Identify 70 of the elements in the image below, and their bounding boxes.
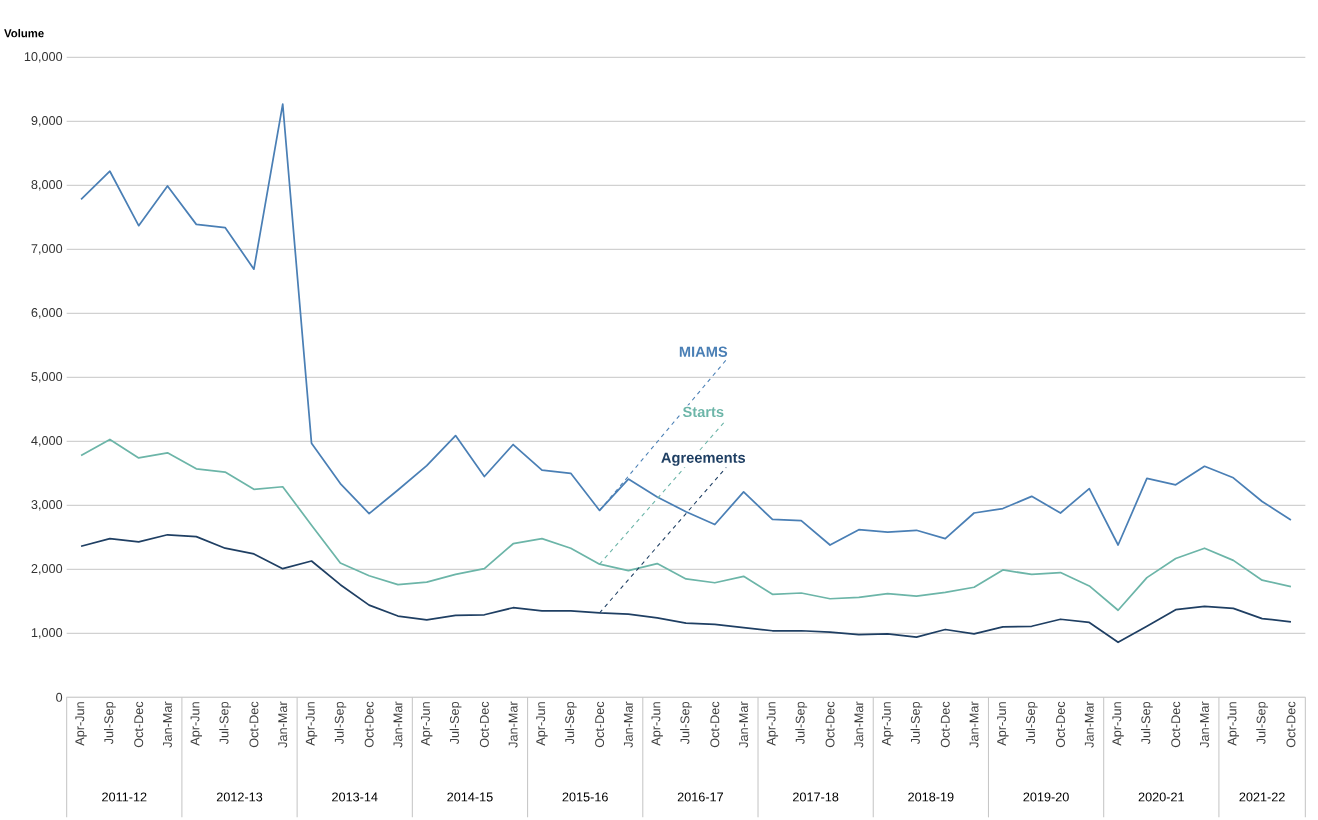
x-tick-label: Jan-Mar: [623, 701, 633, 748]
x-tick-label: Jul-Sep: [910, 701, 923, 745]
x-tick-label: Jul-Sep: [1141, 701, 1153, 745]
x-tick-label: Jan-Mar: [393, 701, 403, 748]
x-tick-label: Jan-Mar: [739, 701, 749, 748]
y-tick-label: 2,000: [31, 564, 63, 575]
x-tick-label: Jul-Sep: [795, 701, 808, 745]
text: 2018-19: [908, 792, 954, 802]
y-tick-label: 10,000: [24, 52, 63, 63]
x-tick-label: Oct-Dec: [364, 701, 374, 748]
x-tick-label: Apr-Jun: [766, 702, 779, 746]
x-tick-label: Oct-Dec: [1056, 701, 1065, 748]
y-tick-label: 8,000: [31, 180, 63, 191]
line-series: [80, 103, 1292, 546]
text: Starts: [682, 406, 724, 418]
x-tick-label: Jul-Sep: [1025, 701, 1038, 745]
y-tick-label: 9,000: [31, 116, 63, 127]
x-tick-label: Oct-Dec: [479, 701, 489, 748]
x-tick-label: Apr-Jun: [305, 702, 318, 746]
text: 2013-14: [332, 792, 378, 802]
x-tick-label: Apr-Jun: [1227, 702, 1239, 746]
x-tick-label: Oct-Dec: [249, 701, 259, 748]
x-tick-label: Apr-Jun: [651, 702, 663, 746]
x-tick-label: Jul-Sep: [564, 701, 577, 745]
x-tick-label: Apr-Jun: [75, 702, 87, 746]
x-tick-label: Jan-Mar: [1200, 701, 1209, 748]
x-tick-label: Jan-Mar: [969, 701, 979, 748]
y-tick-label: 1,000: [31, 628, 63, 639]
x-tick-label: Jul-Sep: [103, 701, 116, 745]
x-tick-label: Jul-Sep: [680, 701, 692, 745]
text: 2015-16: [562, 792, 608, 802]
x-tick-label: Apr-Jun: [881, 702, 894, 746]
x-tick-label: Oct-Dec: [134, 701, 144, 748]
x-tick-label: Apr-Jun: [1112, 702, 1124, 746]
x-tick-label: Jul-Sep: [334, 701, 347, 745]
x-tick-label: Oct-Dec: [825, 701, 835, 748]
x-tick-label: Jul-Sep: [449, 701, 462, 745]
text: 2014-15: [447, 792, 493, 802]
text: MIAMS: [679, 346, 728, 357]
text: 2020-21: [1138, 792, 1184, 802]
x-tick-label: Oct-Dec: [940, 701, 950, 748]
y-tick-label: 4,000: [31, 436, 63, 447]
x-tick-label: Oct-Dec: [1286, 701, 1296, 748]
text: 2011-12: [102, 792, 147, 802]
y-tick-label: 7,000: [31, 244, 63, 255]
x-tick-label: Jan-Mar: [278, 701, 288, 748]
x-tick-label: Jan-Mar: [854, 701, 864, 748]
text: Agreements: [661, 452, 746, 466]
x-tick-label: Jul-Sep: [1256, 701, 1269, 745]
y-tick-label: 3,000: [31, 500, 63, 511]
y-tick-label: 5,000: [31, 372, 63, 383]
x-tick-label: Jan-Mar: [163, 701, 172, 748]
x-tick-label: Apr-Jun: [536, 702, 548, 746]
y-tick-label: 0: [56, 692, 63, 702]
x-tick-label: Apr-Jun: [997, 702, 1009, 746]
text: 2012-13: [216, 792, 263, 802]
x-tick-label: Apr-Jun: [190, 702, 202, 746]
text: 2019-20: [1023, 792, 1069, 802]
x-tick-label: Jan-Mar: [508, 701, 518, 748]
x-tick-label: Jul-Sep: [219, 701, 232, 745]
x-tick-label: Apr-Jun: [421, 702, 433, 746]
x-tick-label: Oct-Dec: [595, 701, 605, 748]
y-axis-title: Volume: [4, 28, 44, 38]
text: 2021-22: [1239, 792, 1285, 802]
x-tick-label: Oct-Dec: [1171, 701, 1181, 748]
text: 2017-18: [793, 792, 839, 802]
x-tick-label: Jan-Mar: [1084, 701, 1094, 748]
text: 2016-17: [677, 792, 724, 802]
y-tick-label: 6,000: [31, 308, 63, 319]
x-tick-label: Oct-Dec: [710, 701, 720, 748]
